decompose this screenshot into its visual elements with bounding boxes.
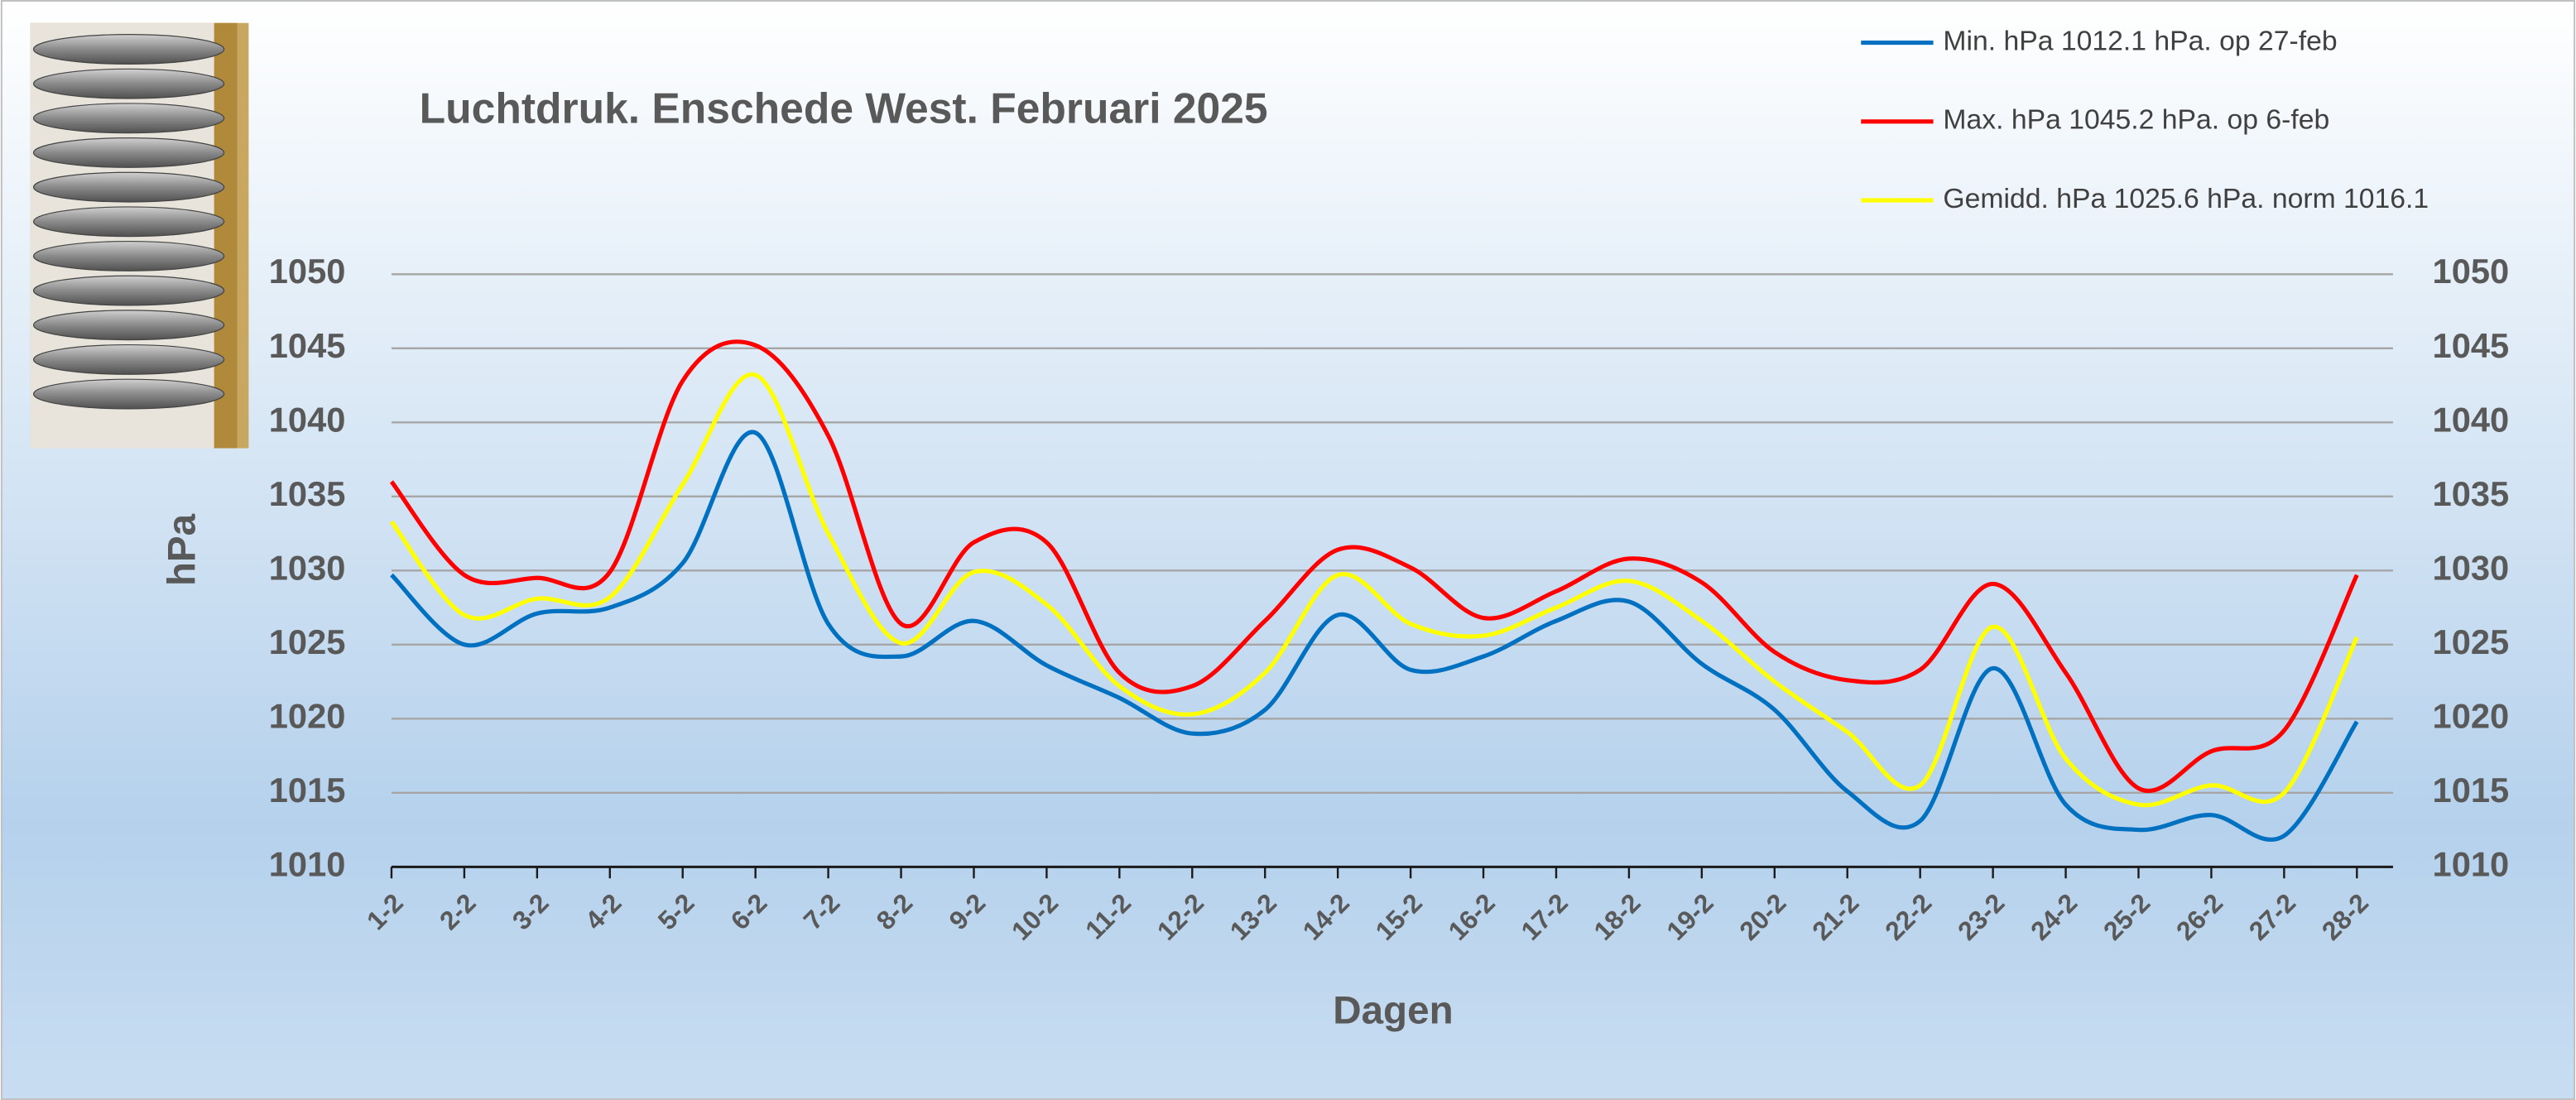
- y2-tick-label: 1035: [2433, 474, 2510, 513]
- y2-tick-label: 1050: [2433, 252, 2510, 291]
- y-axis-title: hPa: [161, 513, 204, 586]
- y-tick-label: 1050: [269, 252, 346, 291]
- y2-tick-label: 1020: [2433, 696, 2510, 735]
- y-tick-label: 1035: [269, 474, 346, 513]
- y-tick-label: 1040: [269, 400, 346, 439]
- series-line: [390, 430, 2359, 843]
- y-tick-label: 1030: [269, 548, 346, 587]
- y-tick-label: 1010: [269, 844, 346, 883]
- x-axis-title: Dagen: [1333, 988, 1453, 1032]
- y2-tick-label: 1015: [2433, 771, 2510, 809]
- y2-tick-label: 1045: [2433, 326, 2510, 365]
- y-tick-label: 1045: [269, 326, 346, 365]
- y2-tick-label: 1025: [2433, 622, 2510, 661]
- y2-tick-label: 1030: [2433, 548, 2510, 587]
- chart-title: Luchtdruk. Enschede West. Februari 2025: [420, 84, 1268, 132]
- series-line: [389, 339, 2359, 794]
- legend-label: Min. hPa 1012.1 hPa. op 27-feb: [1943, 25, 2337, 56]
- y2-tick-label: 1010: [2433, 844, 2510, 883]
- y-tick-label: 1025: [269, 622, 346, 661]
- y2-tick-label: 1040: [2433, 400, 2510, 439]
- legend-label: Gemidd. hPa 1025.6 hPa. norm 1016.1: [1943, 183, 2429, 214]
- series-line: [389, 372, 2359, 808]
- y-tick-label: 1015: [269, 771, 346, 809]
- legend-label: Max. hPa 1045.2 hPa. op 6-feb: [1943, 104, 2329, 136]
- photo: [30, 22, 249, 449]
- y-tick-label: 1020: [269, 696, 346, 735]
